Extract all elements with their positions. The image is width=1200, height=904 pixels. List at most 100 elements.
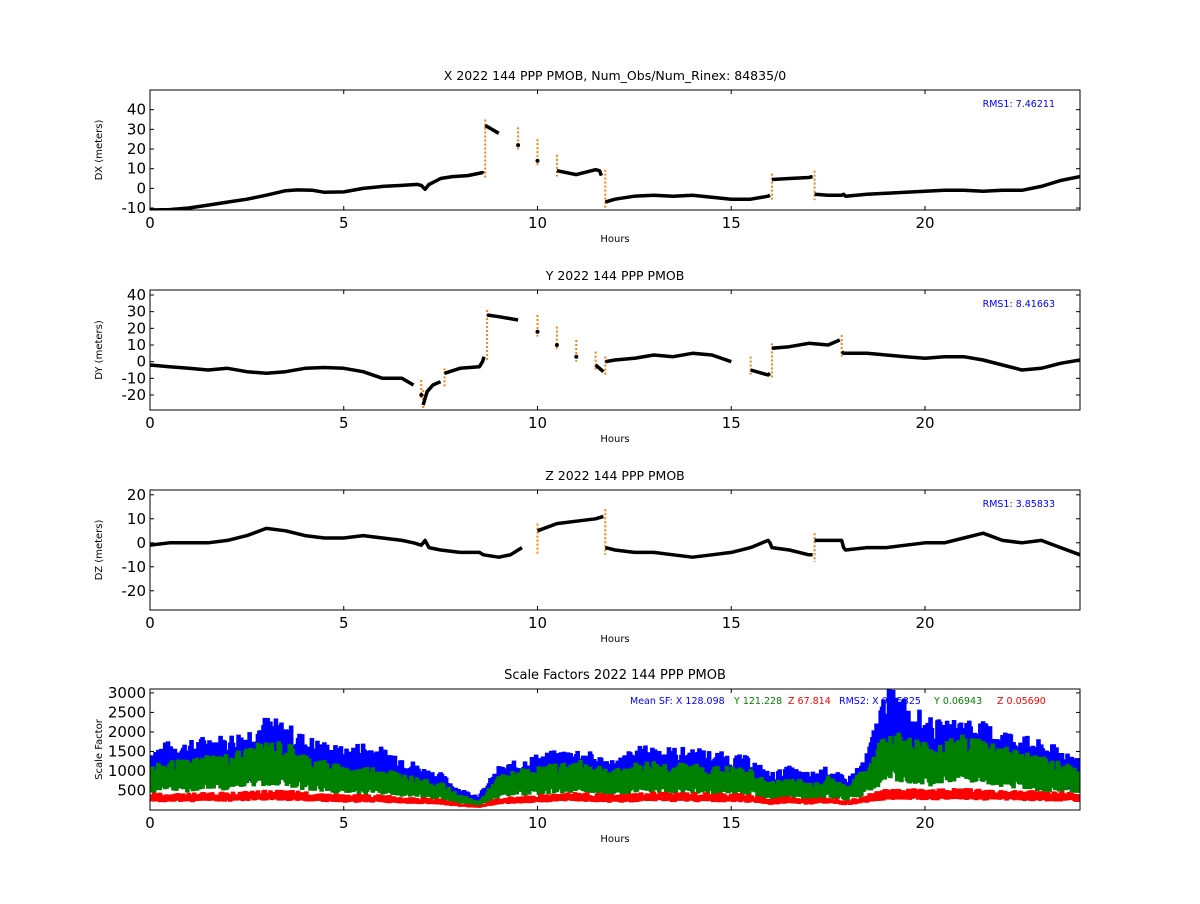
y-tick-label: 20 [127,140,146,158]
rms-annotation: RMS1: 3.85833 [983,499,1055,510]
panel-3: Z 2022 144 PPP PMOB DZ (meters) Hours 0 5 10 1… [94,468,1081,645]
rms-annotation: RMS1: 8.41663 [983,299,1055,310]
series-point [535,158,540,163]
mean-sf-y: Y 121.228 [733,696,782,707]
x-axis-label: Hours [600,434,629,445]
y-tick-label: 3000 [108,684,146,702]
y-tick-label: 30 [127,120,146,138]
plot-area [150,509,1080,562]
x-tick-label: 10 [528,814,547,832]
panel-title: Y 2022 144 PPP PMOB [545,268,685,283]
y-tick-label: -20 [122,582,147,600]
rms-annotation: RMS1: 7.46211 [983,99,1055,110]
x-axis-label: Hours [600,634,629,645]
series-point [574,354,579,359]
x-tick-label: 5 [339,814,349,832]
y-axis-label: DZ (meters) [94,519,105,580]
x-axis-label: Hours [600,234,629,245]
rms2-z: Z 0.05690 [997,696,1046,707]
y-tick-label: 30 [127,303,146,321]
x-tick-label: 20 [915,414,934,432]
mean-sf-z: Z 67.814 [788,696,831,707]
axes-frame [149,289,1081,411]
panel-title: Scale Factors 2022 144 PPP PMOB [504,668,726,683]
y-tick-label: 2000 [108,723,146,741]
y-tick-label: 0 [136,353,146,371]
series-line [556,167,604,177]
x-axis-label: Hours [600,834,629,845]
rms2-x: RMS2: X 0.05825 [839,696,921,707]
series-point [516,143,521,148]
y-tick-label: 20 [127,319,146,337]
x-tick-label: 10 [528,614,547,632]
axes-frame [149,688,1081,811]
y-tick-label: 10 [127,160,146,178]
mean-sf-x: Mean SF: X 128.098 [630,696,725,707]
y-tick-label: 500 [117,781,146,799]
series-point [419,393,424,397]
series-line [771,174,814,182]
y-tick-label: 10 [127,336,146,354]
x-tick-label: 0 [145,414,155,432]
series-line [484,123,500,135]
x-tick-label: 15 [722,214,741,232]
panel-title: X 2022 144 PPP PMOB, Num_Obs/Num_Rinex: … [444,68,786,83]
y-tick-label: 0 [136,179,146,197]
x-tick-label: 10 [528,214,547,232]
y-tick-label: 1500 [108,742,146,760]
series-line [604,351,732,364]
x-tick-label: 20 [915,614,934,632]
axes-frame [149,489,1081,611]
y-axis-label: DY (meters) [94,320,105,380]
series-line [771,338,841,351]
series-point [554,343,559,347]
x-tick-label: 0 [145,214,155,232]
series-line [750,368,772,377]
y-tick-label: -20 [122,386,147,404]
y-tick-label: 10 [127,510,146,528]
plot-area [150,310,1080,410]
y-axis-label: Scale Factor [94,718,105,780]
series-line [840,350,1080,372]
y-tick-label: 40 [127,101,146,119]
x-tick-label: 0 [145,814,155,832]
y-tick-label: 20 [127,486,146,504]
series-line [604,193,771,204]
plot-area [150,689,1080,808]
x-tick-label: 20 [915,814,934,832]
series-line [604,538,813,559]
series-line [150,526,523,559]
y-tick-label: -10 [122,199,147,217]
y-tick-label: -10 [122,558,147,576]
x-tick-label: 15 [722,814,741,832]
series-line [594,363,605,374]
x-tick-label: 5 [339,614,349,632]
y-tick-label: 0 [136,534,146,552]
panel-title: Z 2022 144 PPP PMOB [545,468,684,483]
series-line [421,380,442,406]
x-tick-label: 20 [915,214,934,232]
series-line [443,356,486,375]
panel-4: Scale Factors 2022 144 PPP PMOB Scale Fac… [94,668,1081,845]
y-axis-label: DX (meters) [94,119,105,180]
x-tick-label: 10 [528,414,547,432]
x-tick-label: 15 [722,614,741,632]
series-line [814,174,1080,198]
x-tick-label: 0 [145,614,155,632]
series-point [535,329,540,334]
x-tick-label: 15 [722,414,741,432]
series-line [486,313,519,322]
y-tick-label: 40 [127,286,146,304]
axes-frame [149,89,1081,211]
series-line [536,514,604,533]
plot-area [150,119,1080,210]
panel-2: Y 2022 144 PPP PMOB DY (meters) Hours 0 5 10 1… [94,268,1081,445]
y-tick-label: 1000 [108,762,146,780]
series-line [814,531,1080,557]
y-tick-label: 2500 [108,703,146,721]
series-line [150,170,485,210]
rms2-y: Y 0.06943 [933,696,982,707]
panel-1: X 2022 144 PPP PMOB, Num_Obs/Num_Rinex: … [94,68,1081,245]
